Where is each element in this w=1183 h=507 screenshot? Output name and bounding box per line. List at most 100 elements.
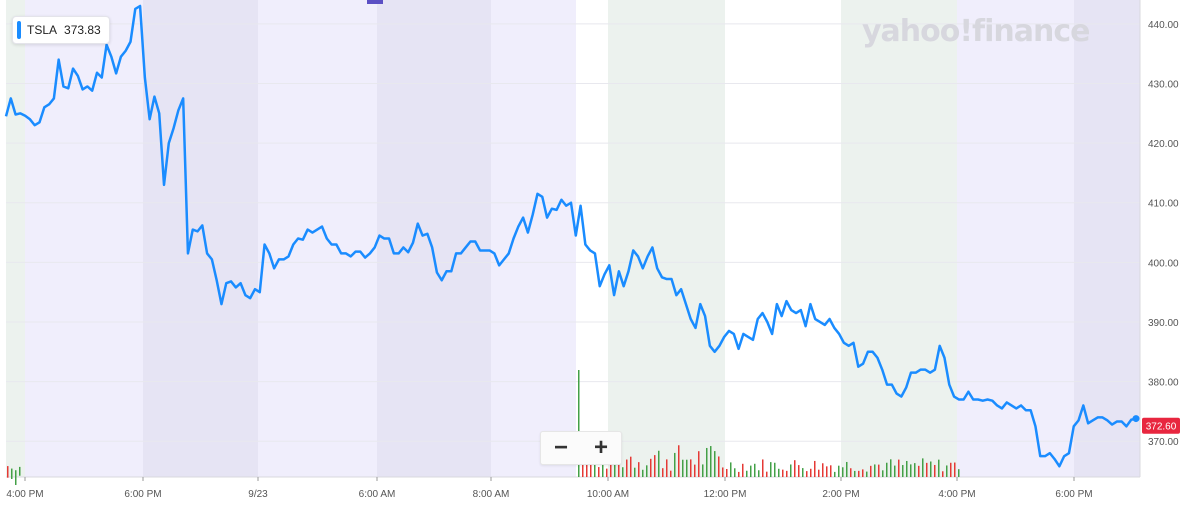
volume-bar <box>746 470 748 477</box>
volume-bar <box>846 461 848 477</box>
volume-bar <box>706 447 708 477</box>
volume-bar <box>850 468 852 477</box>
volume-bar <box>778 468 780 477</box>
last-price-dot <box>1132 415 1140 423</box>
volume-bar <box>674 452 676 477</box>
volume-bar <box>690 459 692 477</box>
y-tick-label: 390.00 <box>1148 318 1179 329</box>
volume-bar <box>738 471 740 477</box>
volume-bar <box>806 471 808 477</box>
session-band <box>143 0 258 477</box>
volume-bar <box>754 463 756 477</box>
x-tick-label: 4:00 PM <box>938 489 975 500</box>
volume-bar <box>594 456 596 477</box>
volume-bar <box>650 458 652 477</box>
volume-bar <box>874 464 876 477</box>
volume-bar <box>922 458 924 477</box>
volume-bar <box>842 467 844 477</box>
volume-bar <box>822 463 824 477</box>
volume-bar <box>618 453 620 477</box>
volume-bar <box>910 464 912 477</box>
x-tick-label: 6:00 PM <box>124 489 161 500</box>
volume-bar <box>15 470 17 486</box>
x-tick-label: 4:00 PM <box>6 489 43 500</box>
volume-bar <box>662 468 664 477</box>
zoom-control: − + <box>540 431 622 465</box>
volume-bar <box>866 471 868 477</box>
x-tick-label: 2:00 PM <box>822 489 859 500</box>
zoom-in-button[interactable]: + <box>593 434 608 461</box>
volume-bar <box>794 460 796 477</box>
volume-bar <box>7 466 9 478</box>
volume-bar <box>750 465 752 477</box>
y-tick-label: 370.00 <box>1148 437 1179 448</box>
series-color-swatch <box>17 21 21 39</box>
volume-bar <box>766 471 768 477</box>
session-band <box>258 0 377 477</box>
volume-bar <box>810 468 812 477</box>
y-tick-label: 380.00 <box>1148 378 1179 389</box>
volume-bar <box>862 469 864 477</box>
volume-bar <box>798 465 800 477</box>
volume-bar <box>834 471 836 477</box>
session-band <box>1074 0 1140 477</box>
volume-bar <box>946 465 948 477</box>
volume-bar <box>938 459 940 477</box>
yahoo-finance-logo: yahoo!finance <box>862 14 1090 49</box>
volume-bar <box>726 468 728 477</box>
volume-bar <box>926 462 928 477</box>
volume-bar <box>858 470 860 477</box>
volume-bar <box>19 466 21 476</box>
volume-bar <box>694 464 696 477</box>
volume-bar <box>670 470 672 477</box>
volume-bar <box>730 462 732 477</box>
ticker-price: 373.83 <box>64 23 101 37</box>
volume-bar <box>718 456 720 477</box>
volume-bar <box>954 462 956 477</box>
volume-bar <box>934 464 936 477</box>
price-line-series[interactable] <box>4 4 1137 468</box>
volume-bar <box>802 468 804 477</box>
volume-bar <box>898 459 900 477</box>
session-band <box>608 0 725 477</box>
volume-bar <box>958 469 960 477</box>
volume-bar <box>658 450 660 477</box>
volume-bar <box>870 465 872 477</box>
x-tick-label: 6:00 PM <box>1055 489 1092 500</box>
volume-bar <box>854 470 856 477</box>
x-tick-label: 12:00 PM <box>704 489 747 500</box>
volume-bar <box>830 465 832 477</box>
range-indicator[interactable] <box>367 0 383 4</box>
session-band <box>25 0 143 477</box>
volume-bar <box>942 471 944 477</box>
volume-bar <box>758 470 760 477</box>
volume-bar <box>786 470 788 477</box>
session-band <box>841 0 957 477</box>
session-band <box>491 0 576 477</box>
volume-bar <box>590 453 592 477</box>
x-tick-label: 8:00 AM <box>473 489 510 500</box>
volume-bar <box>606 468 608 477</box>
volume-bar <box>646 465 648 477</box>
volume-bar <box>838 465 840 477</box>
volume-bar <box>598 467 600 477</box>
volume-bar <box>630 456 632 477</box>
volume-bar <box>722 467 724 477</box>
volume-bar <box>742 463 744 477</box>
volume-bar <box>586 458 588 477</box>
volume-bar <box>782 469 784 477</box>
volume-bar <box>906 460 908 477</box>
volume-bar <box>882 470 884 477</box>
volume-bar <box>11 468 13 479</box>
volume-bar <box>634 467 636 477</box>
volume-bar <box>930 461 932 477</box>
volume-bar <box>818 469 820 477</box>
volume-bar <box>790 464 792 477</box>
volume-bar <box>762 459 764 477</box>
ticker-legend[interactable]: TSLA 373.83 <box>12 16 110 44</box>
session-band <box>725 0 841 477</box>
zoom-out-button[interactable]: − <box>553 434 568 461</box>
volume-bar <box>678 445 680 477</box>
